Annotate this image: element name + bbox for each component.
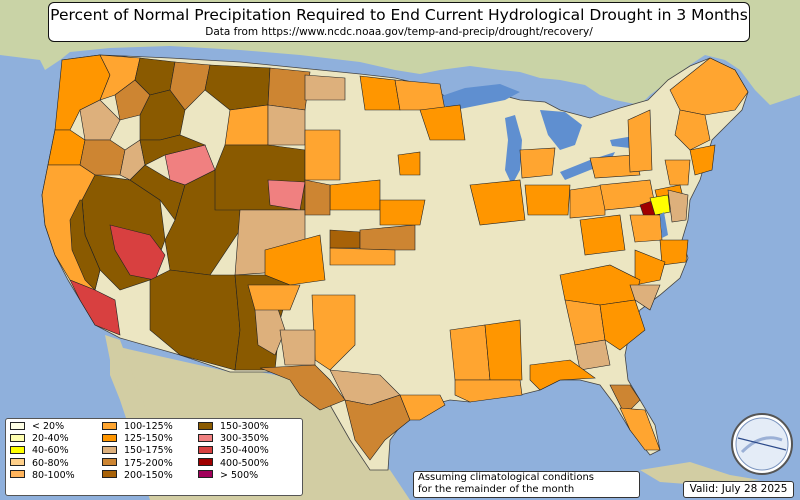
legend-label: 150-175% <box>124 445 173 457</box>
cuba <box>640 462 760 485</box>
legend-item: 100-125% <box>102 421 173 433</box>
legend-swatch <box>198 433 213 442</box>
legend-item: 150-175% <box>102 445 173 457</box>
note-line-1: Assuming climatological conditions <box>418 472 594 483</box>
legend-column-1: < 20% 20-40% 40-60% 60-80% 80-100% <box>10 421 75 482</box>
lake-superior <box>430 84 520 110</box>
legend-label: 175-200% <box>124 457 173 469</box>
legend-label: 350-400% <box>220 445 269 457</box>
legend: < 20% 20-40% 40-60% 60-80% 80-100% 100-1… <box>5 418 303 496</box>
map-subtitle: Data from https://www.ncdc.noaa.gov/temp… <box>205 26 593 38</box>
legend-swatch <box>198 421 213 430</box>
legend-swatch <box>102 421 117 430</box>
legend-item: > 500% <box>198 470 269 482</box>
legend-item: 350-400% <box>198 445 269 457</box>
legend-label: > 500% <box>220 469 259 481</box>
legend-item: 20-40% <box>10 433 75 445</box>
legend-swatch <box>10 433 25 442</box>
legend-item: 150-300% <box>198 421 269 433</box>
legend-item: 300-350% <box>198 433 269 445</box>
legend-label: 150-300% <box>220 421 269 432</box>
legend-label: 300-350% <box>220 433 269 445</box>
legend-label: 20-40% <box>32 433 69 445</box>
legend-item: 175-200% <box>102 458 173 470</box>
legend-swatch <box>10 470 25 479</box>
legend-item: 400-500% <box>198 458 269 470</box>
nexlab-logo-icon <box>731 413 793 475</box>
legend-label: 200-150% <box>124 469 173 481</box>
legend-column-2: 100-125% 125-150% 150-175% 175-200% 200-… <box>102 421 173 482</box>
legend-column-3: 150-300% 300-350% 350-400% 400-500% > 50… <box>198 421 269 482</box>
legend-swatch <box>102 433 117 442</box>
map-title: Percent of Normal Precipitation Required… <box>50 6 748 24</box>
legend-label: < 20% <box>32 421 65 432</box>
legend-swatch <box>102 470 117 479</box>
lake-huron <box>540 110 582 150</box>
lake-michigan <box>505 115 522 185</box>
legend-item: 80-100% <box>10 470 75 482</box>
legend-swatch <box>10 445 25 454</box>
legend-swatch <box>10 458 25 467</box>
legend-swatch <box>198 445 213 454</box>
valid-date: Valid: July 28 2025 <box>683 481 794 498</box>
legend-item: 200-150% <box>102 470 173 482</box>
legend-label: 100-125% <box>124 421 173 432</box>
legend-label: 80-100% <box>32 469 75 481</box>
legend-item: 125-150% <box>102 433 173 445</box>
note-line-2: for the remainder of the month <box>418 484 575 495</box>
legend-swatch <box>102 458 117 467</box>
legend-item: 40-60% <box>10 445 75 457</box>
legend-swatch <box>102 445 117 454</box>
legend-swatch <box>198 470 213 479</box>
legend-item: < 20% <box>10 421 75 433</box>
legend-label: 400-500% <box>220 457 269 469</box>
chesapeake-bay <box>660 212 668 238</box>
drought-regions <box>41 54 749 461</box>
legend-label: 60-80% <box>32 457 69 469</box>
legend-swatch <box>198 458 213 467</box>
legend-label: 125-150% <box>124 433 173 445</box>
legend-swatch <box>10 421 25 430</box>
title-box: Percent of Normal Precipitation Required… <box>48 2 750 42</box>
assumption-note: Assuming climatological conditions for t… <box>413 471 640 498</box>
legend-item: 60-80% <box>10 458 75 470</box>
legend-label: 40-60% <box>32 445 69 457</box>
